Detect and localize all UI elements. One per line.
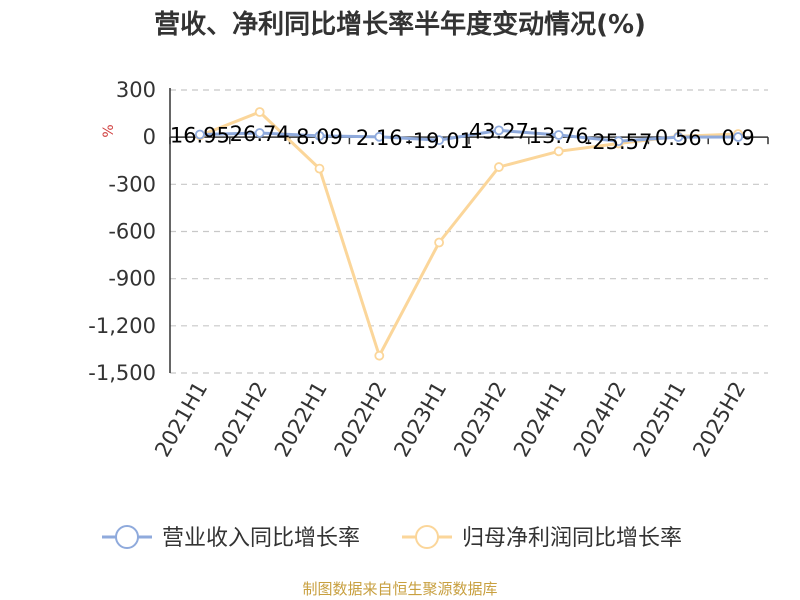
data-label: -25.57 bbox=[585, 130, 653, 154]
data-point bbox=[374, 350, 385, 361]
y-tick-label: -600 bbox=[108, 220, 156, 244]
legend-label: 营业收入同比增长率 bbox=[162, 526, 360, 551]
data-label: 43.27 bbox=[469, 119, 529, 143]
data-label: 16.95 bbox=[170, 124, 230, 148]
legend-item: 营业收入同比增长率 bbox=[102, 525, 360, 551]
data-point bbox=[434, 237, 445, 248]
grid-lines bbox=[170, 89, 768, 374]
legend-label: 归母净利润同比增长率 bbox=[462, 526, 682, 551]
data-point bbox=[493, 125, 504, 136]
x-tick-label: 2025H2 bbox=[688, 378, 750, 462]
data-label: 0.9 bbox=[721, 126, 754, 150]
y-tick-label: -1,200 bbox=[88, 314, 156, 338]
y-tick-label: 0 bbox=[143, 125, 156, 149]
x-tick-label: 2024H2 bbox=[569, 378, 631, 462]
y-tick-label: -1,500 bbox=[88, 361, 156, 385]
series-lines bbox=[194, 107, 743, 361]
data-point bbox=[314, 130, 325, 141]
data-point bbox=[314, 163, 325, 174]
x-tick-label: 2024H1 bbox=[509, 378, 571, 462]
y-tick-label: -300 bbox=[108, 172, 156, 196]
data-point bbox=[194, 129, 205, 140]
data-label: 8.09 bbox=[296, 125, 343, 149]
data-label: -19.01 bbox=[405, 129, 473, 153]
x-tick-label: 2025H1 bbox=[629, 378, 691, 462]
x-tick-label: 2022H1 bbox=[270, 378, 332, 462]
series-line bbox=[199, 128, 739, 143]
x-tick-label: 2021H1 bbox=[150, 378, 212, 462]
source-note: 制图数据来自恒生聚源数据库 bbox=[302, 580, 498, 598]
x-tick-label: 2023H2 bbox=[449, 378, 511, 462]
data-point bbox=[374, 131, 385, 142]
data-label: 26.74 bbox=[230, 122, 290, 146]
data-point bbox=[613, 136, 624, 147]
legend-marker bbox=[115, 525, 139, 549]
data-point bbox=[673, 132, 684, 142]
data-point bbox=[254, 128, 265, 138]
data-label: 2.16 bbox=[356, 126, 403, 150]
y-tick-label: -900 bbox=[108, 267, 156, 291]
data-point bbox=[733, 132, 743, 142]
x-tick-label: 2023H1 bbox=[389, 377, 451, 461]
data-point bbox=[493, 162, 504, 172]
x-tick-label: 2022H2 bbox=[330, 378, 392, 462]
y-tick-label: 300 bbox=[116, 78, 156, 102]
x-tick-label: 2021H2 bbox=[210, 378, 272, 462]
data-point bbox=[254, 107, 265, 117]
legend: 营业收入同比增长率 归母净利润同比增长率 bbox=[102, 525, 682, 551]
legend-item: 归母净利润同比增长率 bbox=[402, 525, 682, 551]
data-point bbox=[553, 146, 564, 157]
data-point bbox=[553, 130, 564, 140]
y-axis-label: % bbox=[101, 124, 117, 137]
chart-title: 营收、净利同比增长率半年度变动情况(%) bbox=[154, 10, 646, 40]
data-label: 13.76 bbox=[529, 124, 589, 148]
data-label: 0.56 bbox=[655, 126, 702, 150]
data-point bbox=[434, 135, 445, 146]
legend-marker bbox=[415, 525, 439, 549]
